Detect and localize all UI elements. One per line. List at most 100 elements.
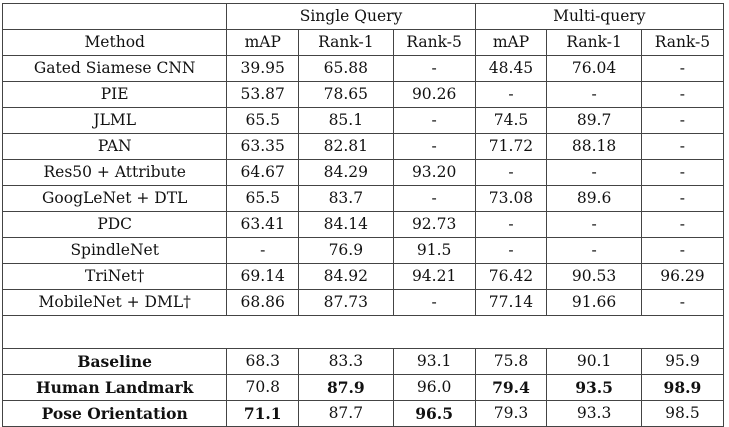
value-cell: 95.9: [640, 348, 725, 375]
value-cell: 88.18: [546, 133, 642, 160]
table-row: JLML 65.5 85.1-74.5 89.7-: [1, 107, 725, 134]
value-cell: 89.7: [546, 107, 642, 134]
value-cell: -: [474, 237, 548, 264]
header-col: Rank-5: [392, 29, 476, 56]
table-row: PDC 63.41 84.14 92.73- - -: [1, 211, 725, 238]
value-cell: -: [640, 185, 725, 212]
value-cell: 98.9: [640, 374, 725, 401]
value-cell: 93.20: [392, 159, 476, 186]
value-cell: -: [474, 81, 548, 108]
value-cell: 79.4: [474, 374, 548, 401]
value-cell: 85.1: [298, 107, 394, 134]
method-cell: Baseline: [1, 348, 228, 375]
table-row: SpindleNet -76.9 91.5- - -: [1, 237, 725, 264]
value-cell: 70.8: [226, 374, 300, 401]
value-cell: -: [546, 211, 642, 238]
value-cell: -: [640, 289, 725, 316]
method-cell: SpindleNet: [1, 237, 228, 264]
value-cell: 65.5: [226, 107, 300, 134]
header-col: Rank-5: [640, 29, 725, 56]
value-cell: 90.53: [546, 263, 642, 290]
value-cell: -: [546, 237, 642, 264]
value-cell: 76.04: [546, 55, 642, 82]
header-column-row: Method mAP Rank-1 Rank-5 mAP Rank-1 Rank…: [1, 29, 725, 56]
value-cell: 77.14: [474, 289, 548, 316]
value-cell: -: [392, 133, 476, 160]
spacer-cell: [2, 315, 724, 349]
table-row: Gated Siamese CNN 39.95 65.88-48.45 76.04-: [1, 55, 725, 82]
value-cell: 73.08: [474, 185, 548, 212]
table-row: MobileNet + DML† 68.86 87.73-77.14 91.66-: [1, 289, 725, 316]
header-group-row: Single Query Multi-query: [1, 3, 725, 30]
spacer-row: [2, 315, 724, 349]
value-cell: -: [392, 289, 476, 316]
value-cell: 93.1: [392, 348, 476, 375]
value-cell: 96.5: [392, 400, 476, 427]
method-cell: Res50 + Attribute: [1, 159, 228, 186]
value-cell: 75.8: [474, 348, 548, 375]
value-cell: -: [474, 211, 548, 238]
value-cell: 83.7: [298, 185, 394, 212]
table-row: PIE 53.87 78.65 90.26- - -: [1, 81, 725, 108]
value-cell: 93.5: [546, 374, 642, 401]
table-row: PAN 63.35 82.81-71.72 88.18-: [1, 133, 725, 160]
table-row: GoogLeNet + DTL 65.5 83.7-73.08 89.6-: [1, 185, 725, 212]
method-cell: Human Landmark: [1, 374, 228, 401]
table-body: Single Query Multi-query Method mAP Rank…: [1, 3, 725, 427]
header-col: mAP: [474, 29, 548, 56]
value-cell: 53.87: [226, 81, 300, 108]
value-cell: 65.88: [298, 55, 394, 82]
value-cell: 71.1: [226, 400, 300, 427]
table-row: Human Landmark 70.8 87.9 96.0 79.4 93.5 98.9: [1, 374, 725, 401]
value-cell: 84.92: [298, 263, 394, 290]
value-cell: 89.6: [546, 185, 642, 212]
value-cell: 68.3: [226, 348, 300, 375]
value-cell: -: [640, 55, 725, 82]
value-cell: 91.66: [546, 289, 642, 316]
value-cell: 94.21: [392, 263, 476, 290]
value-cell: 69.14: [226, 263, 300, 290]
value-cell: 87.7: [298, 400, 394, 427]
value-cell: 63.41: [226, 211, 300, 238]
value-cell: 39.95: [226, 55, 300, 82]
value-cell: 78.65: [298, 81, 394, 108]
method-cell: PAN: [1, 133, 228, 160]
value-cell: 93.3: [546, 400, 642, 427]
results-table: Single Query Multi-query Method mAP Rank…: [1, 3, 725, 427]
header-method: Method: [1, 29, 228, 56]
value-cell: 76.42: [474, 263, 548, 290]
value-cell: 68.86: [226, 289, 300, 316]
method-cell: GoogLeNet + DTL: [1, 185, 228, 212]
value-cell: 84.29: [298, 159, 394, 186]
value-cell: -: [474, 159, 548, 186]
method-cell: TriNet†: [1, 263, 228, 290]
value-cell: 84.14: [298, 211, 394, 238]
value-cell: -: [546, 159, 642, 186]
header-col: mAP: [226, 29, 300, 56]
method-cell: Gated Siamese CNN: [1, 55, 228, 82]
value-cell: 79.3: [474, 400, 548, 427]
value-cell: 76.9: [298, 237, 394, 264]
value-cell: 87.9: [298, 374, 394, 401]
value-cell: 74.5: [474, 107, 548, 134]
value-cell: 63.35: [226, 133, 300, 160]
value-cell: -: [640, 237, 725, 264]
table-row: Baseline 68.3 83.3 93.1 75.8 90.1 95.9: [1, 348, 725, 375]
table-row: Res50 + Attribute 64.67 84.29 93.20- - -: [1, 159, 725, 186]
value-cell: 98.5: [640, 400, 725, 427]
value-cell: 96.29: [640, 263, 725, 290]
value-cell: 82.81: [298, 133, 394, 160]
value-cell: -: [640, 107, 725, 134]
value-cell: 65.5: [226, 185, 300, 212]
value-cell: -: [546, 81, 642, 108]
value-cell: 90.26: [392, 81, 476, 108]
value-cell: -: [640, 133, 725, 160]
value-cell: 83.3: [298, 348, 394, 375]
value-cell: 92.73: [392, 211, 476, 238]
table-row: TriNet† 69.14 84.92 94.21 76.42 90.53 96.29: [1, 263, 725, 290]
value-cell: 91.5: [392, 237, 476, 264]
header-single-query: Single Query: [226, 3, 476, 30]
header-multi-query: Multi-query: [474, 3, 725, 30]
value-cell: -: [640, 211, 725, 238]
value-cell: 87.73: [298, 289, 394, 316]
